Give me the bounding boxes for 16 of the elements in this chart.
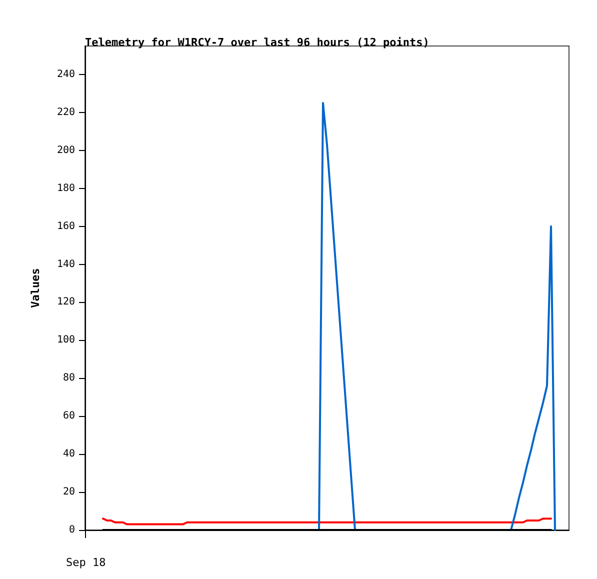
y-tick-label: 140	[56, 258, 75, 270]
y-tick-label: 80	[62, 372, 75, 384]
y-tick-label: 40	[62, 448, 75, 460]
y-tick-label: 0	[68, 524, 75, 536]
y-tick-label: 20	[62, 486, 75, 498]
y-tick-label: 160	[56, 220, 75, 232]
y-tick-label: 220	[56, 106, 75, 118]
text: Sep 18	[66, 556, 106, 569]
y-tick-label: 200	[56, 144, 75, 156]
y-tick-label: 60	[62, 410, 75, 422]
chart-title: Telemetry for W1RCY-7 over last 96 hours (12 points)	[85, 36, 430, 49]
y-axis-title: Values	[29, 268, 42, 308]
y-tick-label: 180	[56, 182, 75, 194]
y-tick-label: 240	[56, 68, 75, 80]
y-tick-label: 100	[56, 334, 75, 346]
y-tick-label: 120	[56, 296, 75, 308]
